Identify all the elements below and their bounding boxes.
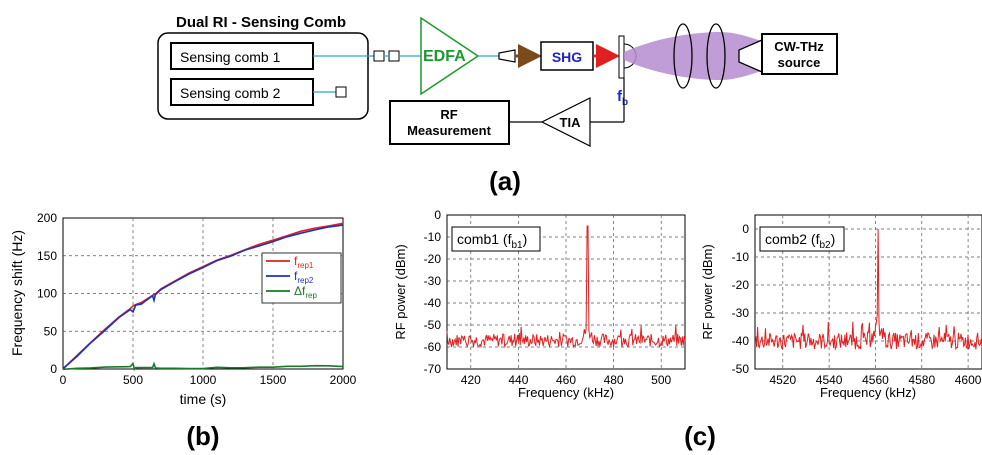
panel-label-c: (c): [684, 421, 716, 451]
shg-label: SHG: [552, 49, 582, 65]
sensing-comb-1-label: Sensing comb 1: [180, 49, 281, 65]
x-tick-label: 4600: [955, 373, 982, 387]
legend-label: comb2 (fb2): [765, 231, 835, 251]
panel-label-b: (b): [186, 421, 219, 451]
x-tick-label: 0: [60, 373, 67, 387]
series-line-rep: [62, 361, 344, 372]
x-tick-label: 440: [508, 373, 528, 387]
series-line-rep2: [62, 224, 344, 370]
x-tick-label: 1000: [190, 373, 217, 387]
y-tick-label: 100: [37, 287, 57, 301]
fb-label: fb: [617, 88, 628, 108]
x-tick-label: 500: [651, 373, 671, 387]
x-tick-label: 4560: [862, 373, 889, 387]
x-tick-label: 480: [604, 373, 624, 387]
y-tick-label: 50: [44, 324, 58, 338]
collimator-icon: [498, 49, 516, 63]
legend-label: comb1 (fb1): [457, 231, 527, 251]
comb1-spectrum-chart: 420 440 460 480 500 0 -10 -20 -30 -40 -50 -60 -70 co…: [393, 208, 686, 400]
rf-measurement-label-2: Measurement: [407, 123, 491, 138]
x-axis-label: time (s): [180, 391, 227, 407]
y-tick-label: -20: [424, 252, 442, 266]
sensing-comb-2-label: Sensing comb 2: [180, 85, 281, 101]
spectrum-trace: [754, 228, 982, 351]
x-tick-label: 1500: [260, 373, 287, 387]
comb2-spectrum-chart: 4520 4540 4560 4580 4600 0 -10 -20 -30 -40 -50 com…: [684, 214, 982, 451]
ticks: 4520 4540 4560 4580 4600 0 -10 -20 -30 -40 -50: [732, 222, 982, 387]
series-group: [754, 228, 982, 351]
connector-icon: [388, 50, 400, 62]
connector-icon: [335, 86, 347, 98]
sensing-comb-2-box: [170, 78, 314, 106]
y-tick-label: -40: [424, 296, 442, 310]
y-axis-label: Frequency shift (Hz): [9, 230, 25, 356]
y-tick-label: -40: [732, 334, 750, 348]
series-group: [62, 222, 344, 372]
x-axis-label: Frequency (kHz): [518, 385, 614, 400]
rf-measurement-box: [389, 100, 510, 145]
edfa-amplifier-icon: [420, 16, 480, 96]
y-tick-label: -10: [732, 250, 750, 264]
lens-icon: [706, 23, 726, 89]
x-tick-label: 2000: [330, 373, 357, 387]
frequency-shift-chart: 0 500 1000 1500 2000 0 50 100 150 200 time (s) Fr…: [9, 211, 357, 451]
ticks: 0 500 1000 1500 2000 0 50 100 150 200: [37, 211, 357, 387]
rf-measurement-label: RF: [440, 107, 457, 122]
y-tick-label: -30: [424, 274, 442, 288]
photodiode-icon: [618, 35, 625, 79]
legend-entry: Δfrep: [294, 284, 317, 300]
group-title: Dual RI - Sensing Comb: [176, 14, 346, 31]
sensing-comb-group: [157, 32, 369, 120]
y-tick-label: 0: [434, 208, 441, 222]
legend-box: [759, 226, 845, 252]
y-tick-label: -20: [732, 278, 750, 292]
y-tick-label: 150: [37, 249, 57, 263]
x-tick-label: 4580: [908, 373, 935, 387]
series-group: [446, 225, 686, 349]
x-tick-label: 4540: [816, 373, 843, 387]
y-axis-label: RF power (dBm): [393, 244, 408, 339]
y-tick-label: -10: [424, 230, 442, 244]
y-tick-label: -60: [424, 340, 442, 354]
sensing-comb-1-box: [170, 42, 314, 70]
x-tick-label: 420: [461, 373, 481, 387]
grid: [63, 218, 343, 369]
lens-icon: [673, 23, 693, 89]
legend-box: [451, 226, 541, 252]
spectrum-trace: [446, 225, 686, 349]
legend-entry: frep1: [294, 254, 314, 270]
tia-amplifier-icon: [540, 97, 591, 147]
legend-entry: frep2: [294, 269, 314, 285]
setup-diagram: Dual RI - Sensing Comb Sensing comb 1 Se…: [157, 14, 838, 196]
y-axis-label: RF power (dBm): [700, 244, 715, 339]
y-tick-label: 0: [50, 362, 57, 376]
edfa-label: EDFA: [423, 48, 466, 65]
x-tick-label: 4520: [769, 373, 796, 387]
y-tick-label: -70: [424, 362, 442, 376]
y-tick-label: 0: [742, 222, 749, 236]
y-tick-label: -50: [732, 362, 750, 376]
y-tick-label: -50: [424, 318, 442, 332]
x-tick-label: 500: [123, 373, 143, 387]
y-tick-label: -30: [732, 306, 750, 320]
cw-thz-source-label-2: source: [778, 55, 821, 70]
x-axis-label: Frequency (kHz): [820, 385, 916, 400]
x-tick-label: 460: [556, 373, 576, 387]
y-tick-label: 200: [37, 211, 57, 225]
ticks: 420 440 460 480 500 0 -10 -20 -30 -40 -50 -60 -70: [424, 208, 672, 387]
tia-label: TIA: [560, 115, 582, 130]
connector-icon: [373, 50, 385, 62]
cw-thz-source-box: [761, 33, 838, 75]
cw-thz-source-label: CW-THz: [774, 39, 824, 54]
panel-label-a: (a): [489, 166, 521, 196]
